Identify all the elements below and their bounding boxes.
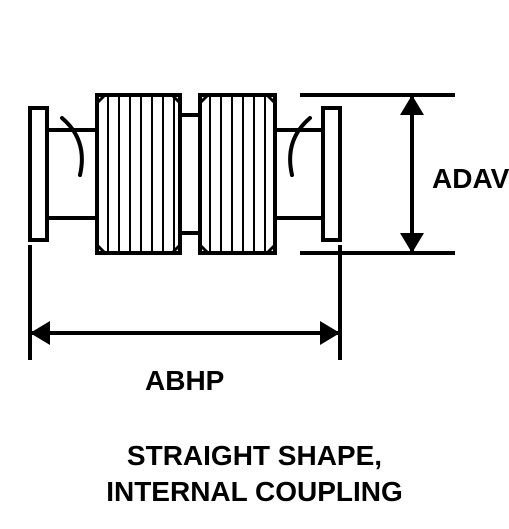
caption-line-1: STRAIGHT SHAPE, — [0, 438, 509, 474]
adav-arrow-bottom — [400, 233, 424, 253]
knurl-gap — [180, 115, 200, 233]
left-flange — [30, 108, 47, 240]
caption-line-2: INTERNAL COUPLING — [0, 474, 509, 510]
knurl-nut-2 — [200, 95, 275, 253]
right-flange — [323, 108, 340, 240]
diagram-canvas: ADAV ABHP STRAIGHT SHAPE, INTERNAL COUPL… — [0, 0, 509, 529]
abhp-arrow-right — [320, 321, 340, 345]
adav-label: ADAV — [432, 163, 509, 194]
adav-arrow-top — [400, 95, 424, 115]
left-body — [47, 130, 97, 218]
right-body — [275, 130, 323, 218]
caption: STRAIGHT SHAPE, INTERNAL COUPLING — [0, 438, 509, 510]
knurl-nut-1 — [97, 95, 180, 253]
abhp-label: ABHP — [145, 365, 224, 396]
abhp-arrow-left — [30, 321, 50, 345]
coupling-svg: ADAV ABHP — [0, 0, 509, 430]
